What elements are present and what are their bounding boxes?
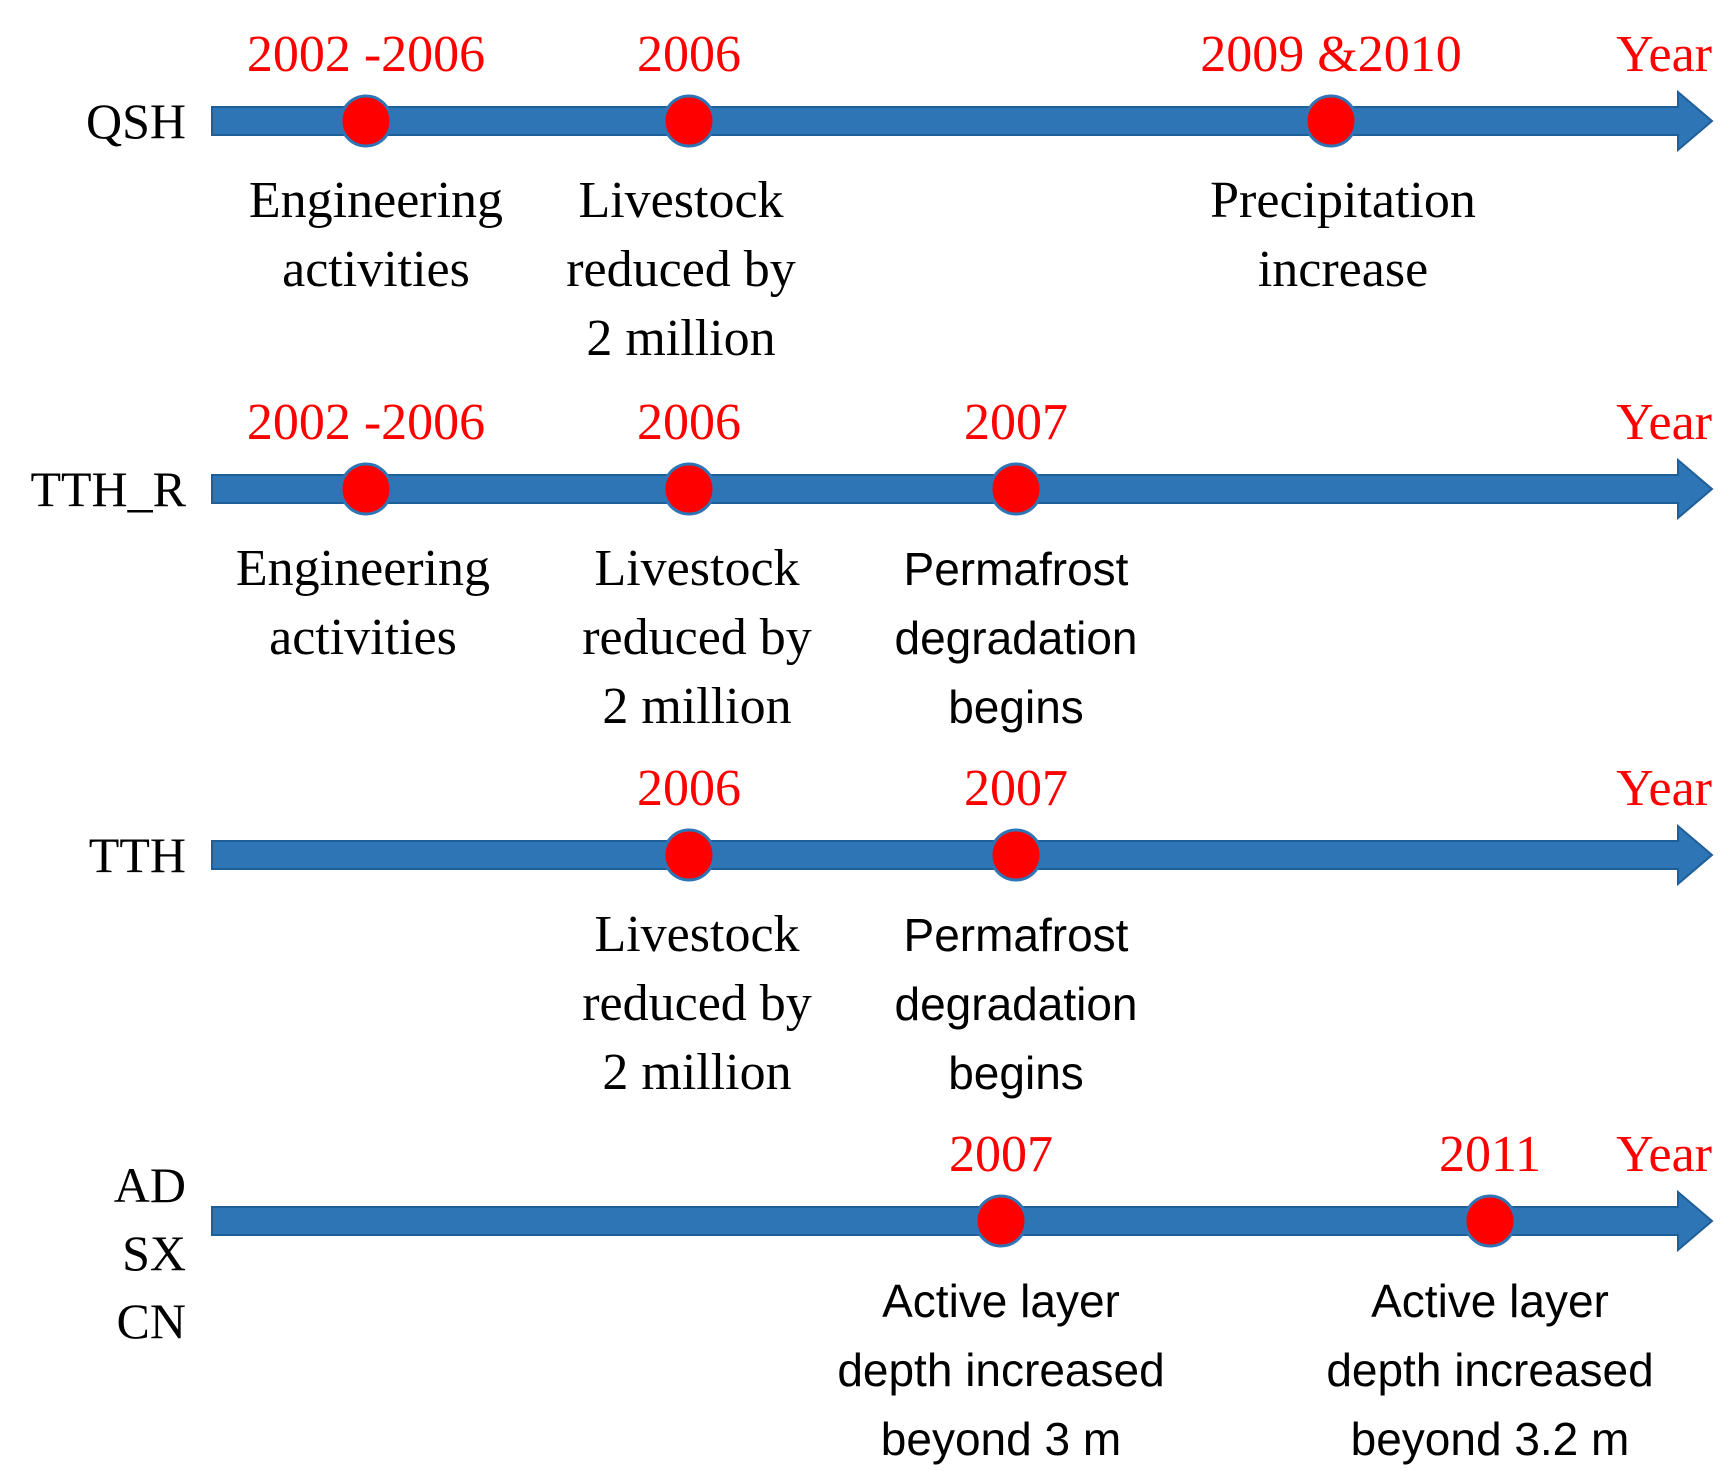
event-description: begins [948, 681, 1084, 733]
event-description: Engineering [249, 172, 503, 229]
event-description: 2 million [602, 678, 791, 735]
event-description: Livestock [578, 172, 783, 229]
timeline-arrow [211, 89, 1714, 153]
event-description: Engineering [236, 540, 490, 597]
year-axis-label: Year [1616, 760, 1712, 817]
timeline-arrow [211, 823, 1714, 887]
year-axis-label: Year [1616, 1126, 1712, 1183]
event-marker [339, 94, 393, 148]
event-description: degradation [895, 612, 1138, 664]
year-axis-label: Year [1616, 26, 1712, 83]
event-year: 2006 [637, 760, 741, 817]
event-description: activities [269, 609, 457, 666]
event-year: 2007 [964, 394, 1068, 451]
event-description: increase [1258, 241, 1428, 298]
event-year: 2006 [637, 394, 741, 451]
event-description: depth increased [1326, 1344, 1653, 1396]
site-label: TTH [89, 827, 186, 883]
event-description: Permafrost [904, 909, 1129, 961]
event-description: activities [282, 241, 470, 298]
event-description: 2 million [586, 310, 775, 367]
event-year: 2007 [964, 760, 1068, 817]
event-description: reduced by [566, 241, 796, 298]
event-year: 2006 [637, 26, 741, 83]
event-marker [974, 1194, 1028, 1248]
site-label: QSH [86, 93, 186, 149]
event-year: 2011 [1439, 1126, 1541, 1183]
event-description: Permafrost [904, 543, 1129, 595]
event-marker [1304, 94, 1358, 148]
event-marker [662, 94, 716, 148]
event-description: begins [948, 1047, 1084, 1099]
event-description: Livestock [594, 540, 799, 597]
event-year: 2002 -2006 [247, 26, 485, 83]
site-label: CN [117, 1293, 186, 1349]
event-description: beyond 3 m [881, 1413, 1121, 1465]
site-label: SX [122, 1225, 186, 1281]
timeline-arrow [211, 457, 1714, 521]
event-year: 2007 [949, 1126, 1053, 1183]
event-description: Active layer [882, 1275, 1120, 1327]
event-marker [989, 828, 1043, 882]
event-description: reduced by [582, 609, 812, 666]
event-description: degradation [895, 978, 1138, 1030]
event-marker [989, 462, 1043, 516]
event-marker [662, 828, 716, 882]
event-year: 2009 &2010 [1200, 26, 1461, 83]
event-description: Active layer [1371, 1275, 1609, 1327]
event-description: reduced by [582, 975, 812, 1032]
event-description: Livestock [594, 906, 799, 963]
event-description: Precipitation [1210, 172, 1476, 229]
event-description: depth increased [837, 1344, 1164, 1396]
event-marker [662, 462, 716, 516]
event-marker [339, 462, 393, 516]
event-year: 2002 -2006 [247, 394, 485, 451]
timeline-arrow [211, 1189, 1714, 1253]
event-marker [1463, 1194, 1517, 1248]
event-description: 2 million [602, 1044, 791, 1101]
year-axis-label: Year [1616, 394, 1712, 451]
site-label: AD [114, 1157, 186, 1213]
event-description: beyond 3.2 m [1351, 1413, 1630, 1465]
site-label: TTH_R [30, 461, 186, 517]
